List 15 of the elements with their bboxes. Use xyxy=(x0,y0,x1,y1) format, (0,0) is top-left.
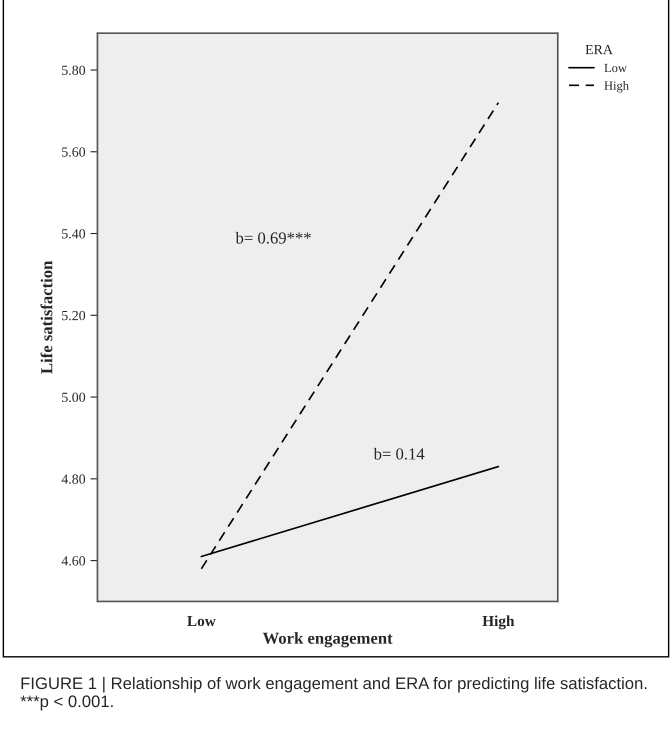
annotation: b= 0.69*** xyxy=(236,232,311,244)
y-axis-title: Life satisfaction xyxy=(40,260,52,374)
legend-title: ERA xyxy=(586,44,613,54)
y-tick-label: 5.00 xyxy=(62,392,86,402)
y-tick-label: 4.60 xyxy=(62,556,86,566)
legend-label: High xyxy=(604,81,629,92)
annotation: b= 0.14 xyxy=(374,448,424,460)
y-tick-label: 4.80 xyxy=(62,474,86,484)
y-tick-label: 5.40 xyxy=(62,229,86,239)
caption: FIGURE 1 | Relationship of work engagement and ERA for predicting life satisfaction. ***p < 0.001. xyxy=(20,676,646,710)
y-tick-label: 5.60 xyxy=(62,147,86,157)
legend-label: Low xyxy=(604,64,627,72)
x-axis-title: Work engagement xyxy=(262,632,393,648)
y-tick-label: 5.80 xyxy=(62,66,86,76)
y-tick-label: 5.20 xyxy=(62,310,86,320)
